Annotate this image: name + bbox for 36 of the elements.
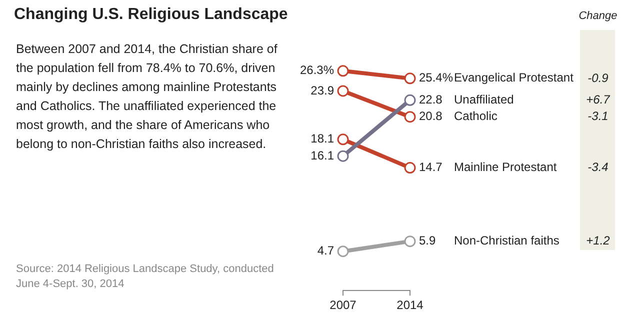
point: [337, 85, 349, 97]
text: Mainline Protestant: [454, 160, 558, 174]
point: [404, 236, 416, 248]
data-label: 4.7: [317, 244, 334, 258]
data-label: 23.9: [310, 83, 334, 98]
x-tick-label: 2007: [330, 298, 357, 312]
data-label: 5.9: [419, 234, 436, 248]
text: Unaffiliated: [454, 92, 514, 106]
data-label: 22.8: [419, 92, 443, 106]
text: -3.4: [588, 160, 609, 174]
data-label: 25.4%: [419, 70, 454, 85]
source-note: Source: 2014 Religious Landscape Study, conducted June 4-Sept. 30, 2014: [16, 262, 275, 292]
text: Between 2007 and 2014, the Christian share of the population fell from 78.4% to 70.6%, driven mainly by declines among mainline Protestants and Catholics. The unaffiliated experienced the most growth, and the share of Americans who belong to non-Christian faiths also increased.: [16, 41, 278, 153]
text: -0.9: [588, 70, 609, 85]
text: Non-Christian faiths: [454, 234, 560, 248]
data-label: 14.7: [419, 160, 443, 174]
point: [404, 94, 416, 106]
point: [337, 134, 349, 146]
point: [404, 111, 416, 123]
text: Evangelical Protestant: [454, 70, 574, 85]
data-label: 16.1: [310, 148, 334, 162]
text: Catholic: [454, 109, 498, 124]
point: [337, 246, 349, 258]
x-tick-label: 2014: [396, 298, 424, 312]
point: [337, 65, 349, 77]
data-label: 20.8: [419, 109, 443, 124]
legend-title: Change: [578, 10, 618, 22]
point: [404, 72, 416, 84]
data-label: 26.3%: [300, 63, 334, 78]
text: +1.2: [586, 234, 610, 248]
data-label: 18.1: [310, 132, 334, 146]
point: [404, 162, 416, 174]
text: Changing U.S. Religious Landscape: [14, 6, 288, 24]
point: [337, 150, 349, 162]
text: +6.7: [586, 92, 612, 106]
text: -3.1: [588, 109, 608, 124]
